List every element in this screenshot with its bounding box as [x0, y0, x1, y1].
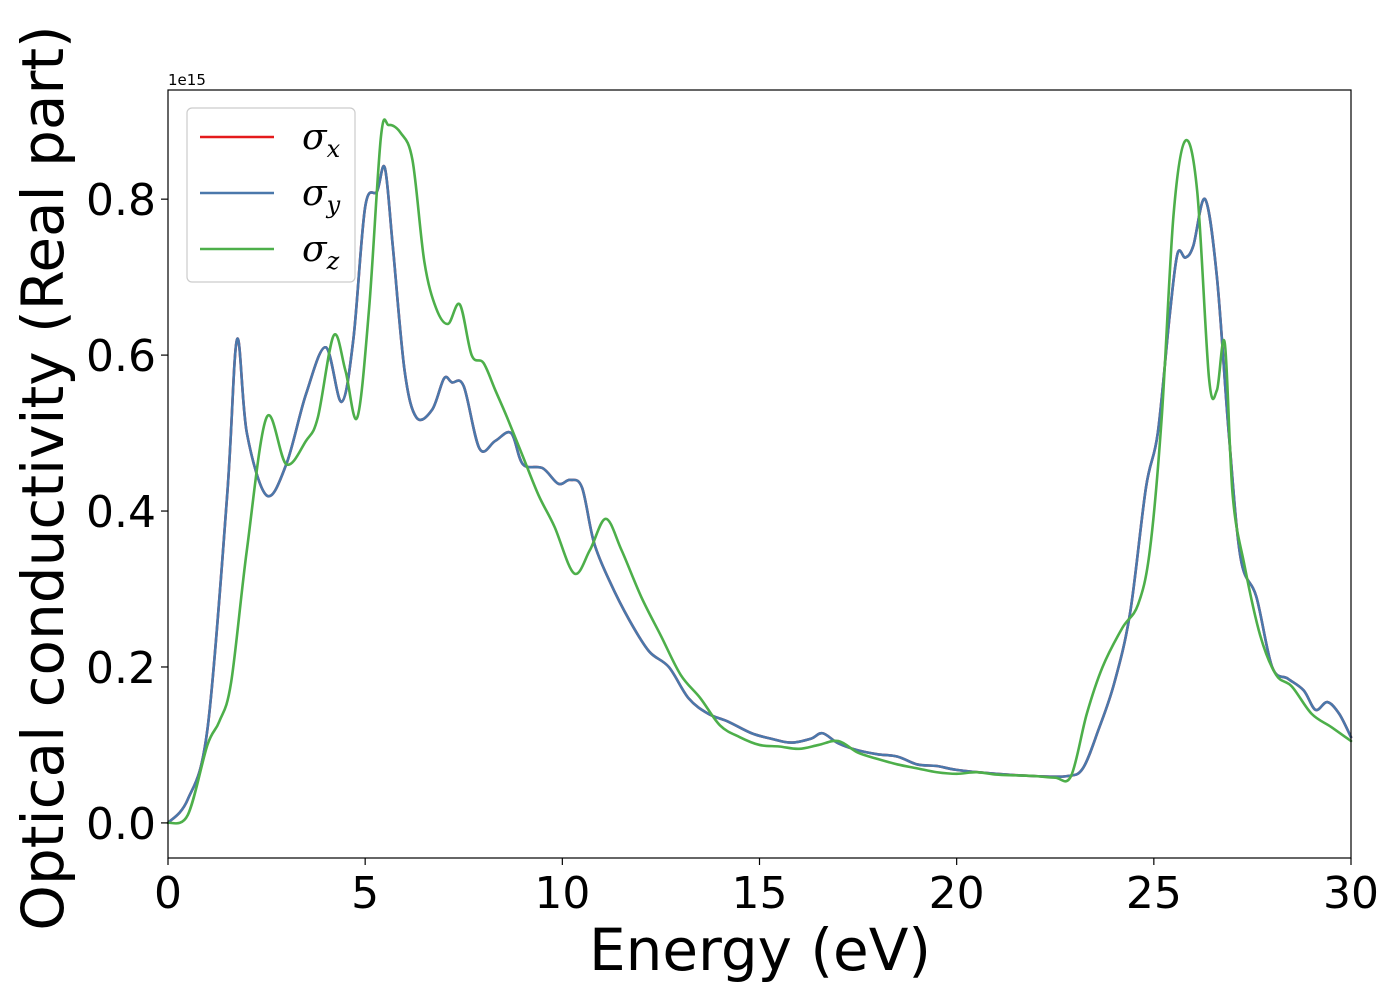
y-tick-label: 0.4 [86, 487, 156, 538]
y-tick-label: 0.0 [86, 799, 156, 850]
y-axis-ticks: 0.0 0.2 0.4 0.6 0.8 [86, 175, 168, 850]
legend-label-x: σx [302, 117, 341, 163]
x-tick-label: 5 [351, 868, 379, 919]
y-tick-label: 0.8 [86, 175, 156, 226]
series-group [166, 118, 1353, 825]
x-tick-label: 30 [1323, 868, 1379, 919]
x-tick-label: 25 [1126, 868, 1182, 919]
x-tick-label: 0 [154, 868, 182, 919]
y-axis-label: Optical conductivity (Real part) [9, 25, 77, 930]
y-tick-label: 0.2 [86, 643, 156, 694]
y-tick-label: 0.6 [86, 331, 156, 382]
legend-box [186, 107, 356, 283]
x-axis-label: Energy (eV) [589, 916, 931, 984]
legend-label-z: σz [302, 229, 340, 275]
x-tick-label: 20 [929, 868, 985, 919]
legend: σx σy σz [186, 107, 356, 283]
x-tick-label: 10 [534, 868, 590, 919]
x-axis-ticks: 0 5 10 15 20 25 30 [154, 858, 1379, 919]
legend-label-y: σy [302, 173, 341, 219]
series-line-y [166, 164, 1353, 825]
series-line-z [166, 118, 1353, 825]
x-tick-label: 15 [732, 868, 788, 919]
y-offset-text: 1e15 [168, 71, 206, 89]
